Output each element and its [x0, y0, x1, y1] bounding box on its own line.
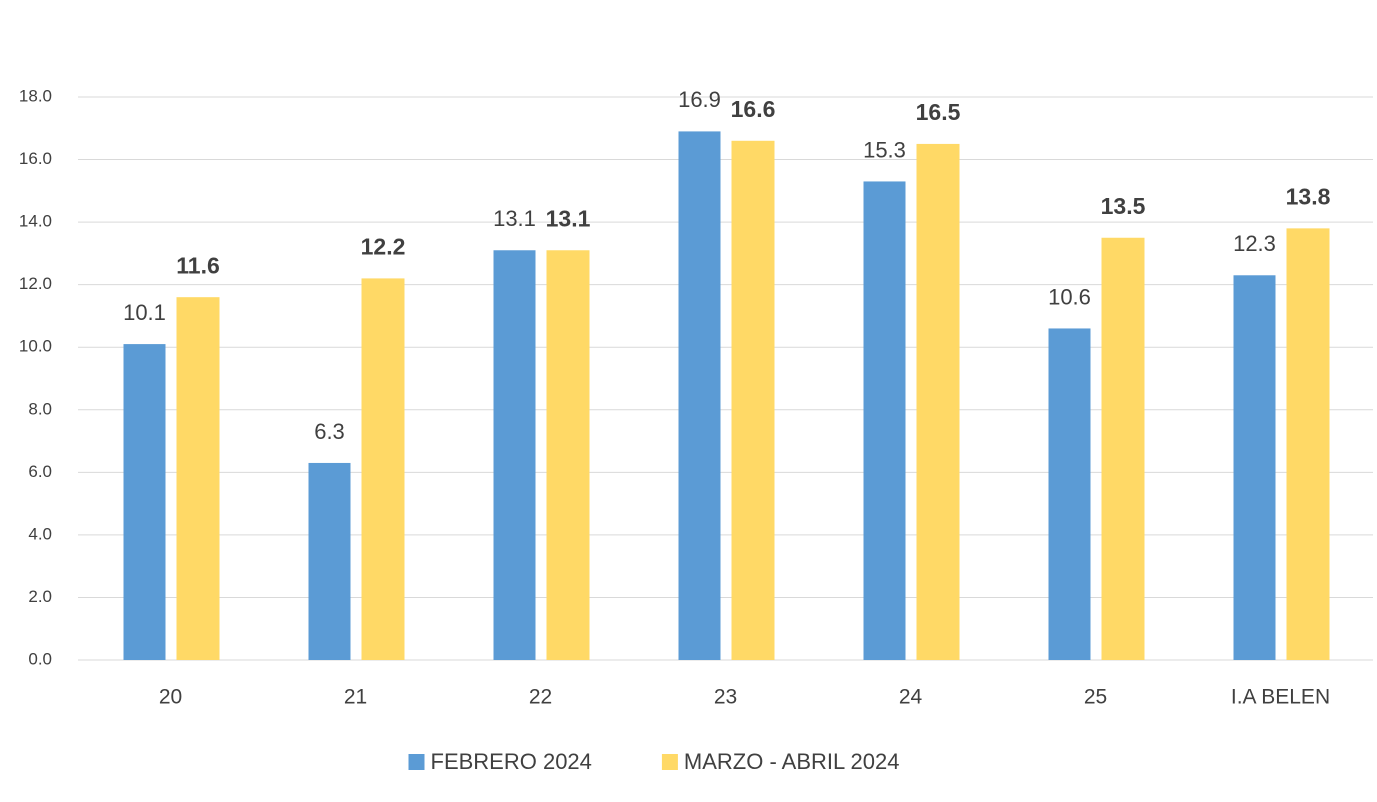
legend-label: MARZO - ABRIL 2024: [684, 749, 900, 774]
y-tick-label: 4.0: [28, 524, 52, 543]
value-label: 12.2: [361, 233, 406, 259]
bar: [1048, 328, 1091, 660]
value-label: 11.6: [176, 252, 220, 278]
bar: [123, 344, 166, 660]
y-tick-label: 18.0: [19, 86, 52, 105]
value-label: 6.3: [314, 419, 345, 444]
value-label: 15.3: [863, 137, 906, 162]
x-tick-label: 24: [899, 686, 923, 709]
value-label: 16.5: [916, 99, 961, 125]
value-label: 10.6: [1048, 284, 1091, 309]
x-tick-label: 25: [1084, 686, 1107, 709]
x-tick-label: 23: [714, 686, 737, 709]
x-tick-label: 22: [529, 686, 552, 709]
bar: [493, 250, 536, 660]
x-tick-label: 21: [344, 686, 367, 709]
bar: [1101, 237, 1145, 660]
y-tick-label: 8.0: [28, 399, 52, 418]
y-tick-label: 16.0: [19, 149, 52, 168]
legend-label: FEBRERO 2024: [431, 749, 592, 774]
bar: [1233, 275, 1276, 660]
legend-swatch: [408, 754, 425, 770]
value-label: 13.1: [546, 205, 591, 231]
bar: [1286, 228, 1330, 660]
bar: [546, 250, 590, 660]
bar: [863, 181, 906, 660]
bar: [308, 462, 351, 660]
x-tick-label: 20: [159, 686, 182, 709]
y-tick-label: 2.0: [28, 587, 52, 606]
value-label: 12.3: [1233, 231, 1276, 256]
value-label: 10.1: [123, 300, 166, 325]
value-label: 16.9: [678, 87, 721, 112]
bar: [916, 143, 960, 660]
value-label: 16.6: [731, 96, 776, 122]
bar: [678, 131, 721, 661]
y-tick-label: 6.0: [28, 462, 52, 481]
value-label: 13.8: [1286, 183, 1331, 209]
value-label: 13.1: [493, 206, 536, 231]
x-tick-label: I.A BELEN: [1231, 686, 1330, 709]
bar: [176, 297, 220, 660]
y-tick-label: 12.0: [19, 274, 52, 293]
bar: [361, 278, 405, 660]
bar: [731, 140, 775, 661]
value-label: 13.5: [1101, 193, 1146, 219]
y-tick-label: 0.0: [28, 649, 52, 668]
y-tick-label: 10.0: [19, 337, 52, 356]
y-tick-label: 14.0: [19, 212, 52, 231]
legend-swatch: [661, 754, 678, 770]
